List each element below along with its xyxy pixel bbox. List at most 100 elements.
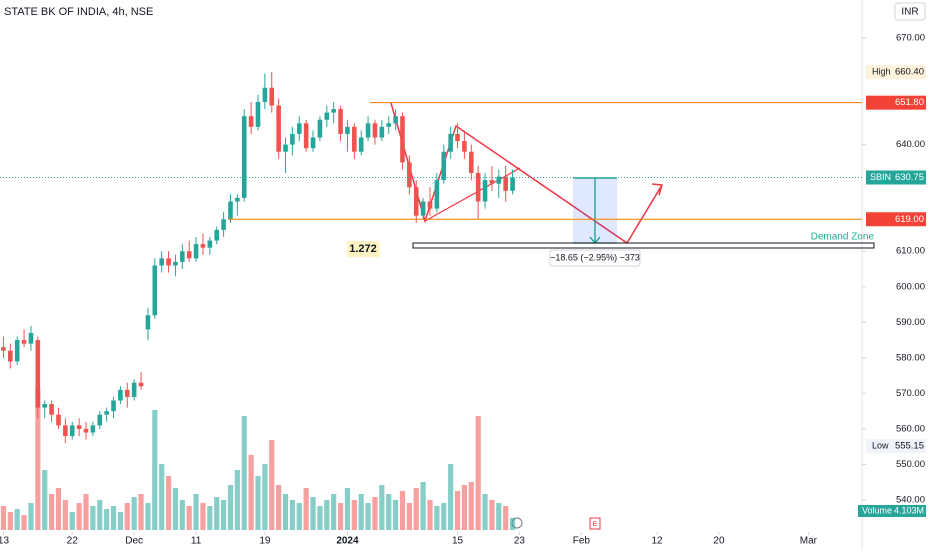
candle-body xyxy=(90,425,96,433)
level-value: 555.15 xyxy=(895,441,924,452)
volume-bar xyxy=(193,494,199,530)
candle-body xyxy=(8,350,13,362)
level-name: High xyxy=(872,66,891,76)
candle-body xyxy=(83,428,89,433)
earnings-icon[interactable] xyxy=(589,517,601,530)
volume-bar xyxy=(28,503,34,530)
y-tick-label: 550.00 xyxy=(896,459,925,470)
candle-body xyxy=(434,180,440,209)
volume-box xyxy=(858,505,926,517)
volume-bar xyxy=(441,503,447,530)
chart-title: STATE BK OF INDIA, 4h, NSE xyxy=(4,6,153,18)
x-tick-label: 20 xyxy=(713,536,725,547)
volume-bar xyxy=(358,494,364,530)
volume-bar xyxy=(337,503,344,530)
volume-bar xyxy=(159,464,165,530)
volume-bar xyxy=(179,500,185,530)
volume-bar xyxy=(42,470,48,530)
volume-bar xyxy=(49,494,55,530)
volume-bar xyxy=(503,506,509,530)
x-tick-label: Feb xyxy=(573,536,591,547)
candle-body xyxy=(400,116,405,163)
candle-body xyxy=(193,244,199,259)
candle-body xyxy=(97,414,103,426)
volume-bar xyxy=(386,494,392,530)
candle-body xyxy=(345,126,350,134)
candle-body xyxy=(111,400,116,412)
volume-bar xyxy=(351,500,357,530)
candle-body xyxy=(475,173,481,202)
candle-body xyxy=(413,187,419,216)
volume-bar xyxy=(269,440,275,530)
candle-body xyxy=(276,105,281,152)
candle-body xyxy=(104,411,109,415)
volume-bar xyxy=(0,506,7,530)
pattern-drawing xyxy=(390,102,663,245)
candle-body xyxy=(248,116,254,127)
volume-bar xyxy=(62,500,68,530)
volume-bar xyxy=(214,497,220,530)
x-tick-label: 23 xyxy=(514,536,526,547)
x-tick-label: Dec xyxy=(125,536,143,547)
candle-body xyxy=(503,176,508,191)
volume-bar xyxy=(69,512,75,530)
candle-body xyxy=(489,180,495,184)
demand-zone-label: Demand Zone xyxy=(811,232,875,243)
candle-body xyxy=(379,126,385,138)
candle-body xyxy=(393,116,398,124)
volume-name: Volume xyxy=(862,505,892,515)
candle-body xyxy=(303,123,309,149)
candle-body xyxy=(255,101,261,127)
candle-body xyxy=(386,123,392,127)
level-box xyxy=(866,65,926,80)
candle-body xyxy=(166,258,171,266)
volume-bar xyxy=(14,509,20,530)
volume-bar xyxy=(489,500,495,530)
arrow-head xyxy=(651,183,663,196)
volume-bar xyxy=(248,455,254,530)
candle-body xyxy=(138,382,144,387)
candle-body xyxy=(49,404,54,415)
candle-body xyxy=(324,112,330,120)
y-tick-label: 670.00 xyxy=(896,33,925,44)
demand-zone xyxy=(412,242,875,249)
candle-body xyxy=(269,87,275,106)
candle-body xyxy=(365,123,371,138)
x-tick-label: 13 xyxy=(0,536,9,547)
earnings-letter[interactable]: E xyxy=(593,521,598,528)
volume-bar xyxy=(152,410,158,530)
volume-bar xyxy=(76,503,82,530)
candle-body xyxy=(317,119,323,138)
volume-bar xyxy=(406,503,412,530)
y-tick-label: 560.00 xyxy=(896,423,925,434)
volume-bar xyxy=(145,503,151,530)
volume-bar xyxy=(434,506,440,530)
candle-body xyxy=(118,389,123,401)
volume-bar xyxy=(365,503,371,530)
volume-bar xyxy=(454,491,461,530)
candle-body xyxy=(131,382,137,397)
currency-box[interactable] xyxy=(894,2,926,21)
level-box xyxy=(866,95,926,110)
candle-body xyxy=(173,261,178,266)
currency[interactable]: INR xyxy=(901,7,918,18)
x-tick-label: 15 xyxy=(452,536,464,547)
fib-box xyxy=(347,241,380,257)
volume-bar xyxy=(241,416,247,530)
candle-body xyxy=(296,123,302,134)
volume-bar xyxy=(496,503,502,530)
candle-body xyxy=(159,258,164,266)
candle-body xyxy=(310,137,316,149)
candle-body xyxy=(441,151,447,181)
candle-body xyxy=(145,315,151,330)
candle-body xyxy=(358,137,364,152)
candle-body xyxy=(420,201,426,216)
candle-body xyxy=(290,133,295,145)
volume-bar xyxy=(55,488,62,530)
volume-bar xyxy=(90,506,96,530)
volume-bar xyxy=(21,515,27,530)
y-tick-label: 570.00 xyxy=(896,388,925,399)
volume-bar xyxy=(475,416,481,530)
candle-body xyxy=(152,265,158,316)
